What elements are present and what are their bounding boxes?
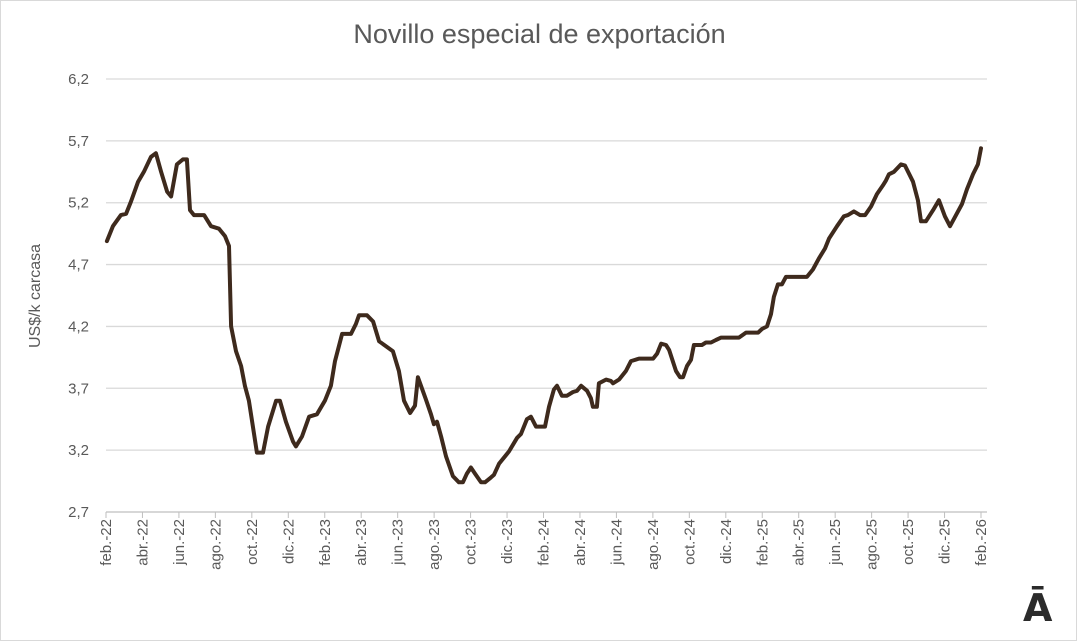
x-tick-label: oct.-22 xyxy=(244,519,261,565)
x-tick-label: jun.-22 xyxy=(171,519,188,566)
x-tick-label: ago.-22 xyxy=(207,519,224,570)
x-tick-label: dic.-25 xyxy=(937,519,954,564)
x-tick-label: feb.-23 xyxy=(317,519,334,566)
x-tick-label: feb.-22 xyxy=(98,519,115,566)
x-tick-label: abr.-22 xyxy=(134,519,151,566)
x-tick-label: abr.-24 xyxy=(572,519,589,566)
x-tick-label: jun.-23 xyxy=(390,519,407,566)
y-tick-label: 6,2 xyxy=(68,71,89,88)
series-line xyxy=(104,146,983,485)
x-tick-label: feb.-26 xyxy=(973,519,990,566)
y-tick-label: 3,7 xyxy=(68,380,89,397)
y-tick-label: 4,2 xyxy=(68,318,89,335)
x-tick-label: feb.-25 xyxy=(754,519,771,566)
x-tick-label: ago.-23 xyxy=(426,519,443,570)
x-tick-label: feb.-24 xyxy=(536,519,553,566)
y-tick-label: 5,7 xyxy=(68,133,89,150)
x-tick-label: dic.-23 xyxy=(499,519,516,564)
x-tick-label: ago.-25 xyxy=(864,519,881,570)
x-tick-label: oct.-23 xyxy=(463,519,480,565)
x-tick-label: ago.-24 xyxy=(645,519,662,570)
x-tick-label: dic.-24 xyxy=(718,519,735,564)
y-tick-label: 5,2 xyxy=(68,195,89,212)
x-tick-label: dic.-22 xyxy=(280,519,297,564)
chart-title: Novillo especial de exportación xyxy=(353,19,726,49)
x-tick-label: oct.-24 xyxy=(681,519,698,565)
x-tick-label: abr.-25 xyxy=(791,519,808,566)
y-tick-label: 2,7 xyxy=(68,504,89,521)
x-tick-label: abr.-23 xyxy=(353,519,370,566)
x-tick-label: oct.-25 xyxy=(900,519,917,565)
x-tick-label: jun.-25 xyxy=(827,519,844,566)
y-tick-label: 3,2 xyxy=(68,442,89,459)
brand-logo: Ā xyxy=(1023,586,1053,630)
x-tick-label: jun.-24 xyxy=(608,519,625,566)
y-tick-label: 4,7 xyxy=(68,257,89,274)
